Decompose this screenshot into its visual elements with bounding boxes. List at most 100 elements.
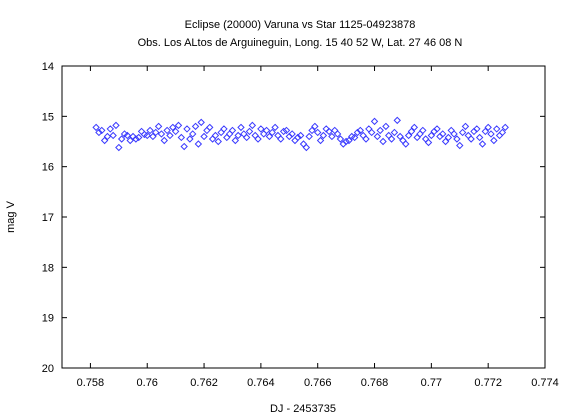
data-point [450, 130, 458, 138]
x-axis-label: DJ - 2453735 [270, 403, 336, 415]
data-point [92, 123, 100, 132]
data-point [112, 121, 120, 130]
data-point [248, 121, 257, 130]
data-point [183, 125, 191, 133]
data-point [404, 131, 413, 140]
x-tick-label: 0.762 [190, 377, 218, 389]
data-point [132, 135, 140, 143]
data-point [402, 140, 410, 148]
data-point [254, 135, 262, 143]
data-point [362, 135, 370, 143]
data-point [237, 123, 245, 132]
data-point [387, 135, 396, 143]
data-point [135, 133, 143, 142]
data-point [396, 132, 404, 141]
x-tick-label: 0.768 [361, 377, 389, 389]
data-point [342, 137, 350, 146]
data-point [464, 131, 472, 140]
data-point [262, 126, 271, 135]
data-point [137, 127, 146, 136]
x-tick-label: 0.758 [77, 377, 105, 389]
data-point [356, 126, 365, 135]
data-point [95, 128, 103, 137]
data-point [291, 136, 299, 145]
data-point [490, 136, 498, 145]
data-series [92, 116, 509, 152]
x-tick-label: 0.766 [304, 377, 332, 389]
data-point [413, 133, 421, 142]
data-point [373, 132, 382, 141]
data-point [313, 128, 322, 137]
x-tick-label: 0.77 [421, 377, 442, 389]
data-point [225, 130, 234, 138]
data-point [302, 143, 311, 152]
data-point [206, 123, 214, 132]
data-point [427, 131, 436, 140]
data-point [234, 131, 242, 140]
plot-frame [61, 65, 546, 369]
data-point [441, 137, 450, 146]
data-point [279, 127, 288, 136]
data-point [467, 135, 475, 143]
data-point [240, 130, 248, 138]
data-point [197, 118, 205, 127]
data-point [456, 141, 464, 150]
chart-title: Eclipse (20000) Varuna vs Star 1125-0492… [185, 19, 416, 31]
data-point [152, 128, 160, 137]
data-point [268, 128, 276, 137]
data-point [166, 131, 174, 140]
data-point [123, 131, 132, 140]
data-point [416, 130, 424, 138]
data-point [316, 136, 325, 145]
data-point [410, 123, 419, 132]
data-point [174, 121, 183, 130]
data-point [163, 126, 171, 135]
data-point [282, 126, 291, 135]
data-point [265, 132, 274, 141]
data-point [186, 135, 194, 143]
data-point [157, 130, 166, 138]
data-point [117, 135, 126, 143]
data-point [274, 131, 282, 140]
data-point [106, 125, 115, 133]
data-point [461, 122, 470, 131]
data-point [271, 123, 279, 132]
chart-subtitle: Obs. Los ALtos de Arguineguin, Long. 15 … [138, 37, 463, 49]
data-point [217, 128, 225, 137]
data-point [370, 117, 379, 126]
data-point [191, 122, 200, 131]
x-axis: 0.758 0.76 0.762 0.764 0.766 0.768 0.77 0.772 0.… [77, 66, 559, 389]
data-point [149, 132, 157, 141]
data-point [180, 142, 188, 151]
y-tick-label: 15 [42, 111, 54, 123]
data-point [419, 126, 427, 135]
data-point [353, 128, 362, 137]
data-point [487, 130, 495, 138]
data-point [393, 116, 401, 125]
data-point [146, 126, 154, 135]
data-point [228, 126, 237, 135]
data-point [115, 143, 123, 152]
y-axis-label: mag V [5, 200, 17, 232]
data-point [424, 138, 433, 147]
data-point [498, 128, 507, 137]
x-tick-label: 0.772 [474, 377, 502, 389]
data-point [439, 130, 447, 138]
data-point [390, 128, 399, 137]
data-point [211, 131, 220, 140]
data-point [194, 140, 203, 148]
data-point [277, 135, 285, 143]
data-point [453, 135, 461, 143]
data-point [109, 131, 117, 140]
y-tick-label: 16 [42, 162, 54, 174]
data-point [208, 135, 217, 143]
data-point [177, 133, 186, 142]
data-point [367, 128, 376, 137]
data-point [214, 137, 222, 146]
data-point [100, 136, 109, 145]
data-point [331, 126, 339, 135]
y-axis: 14 15 16 17 18 19 20 [42, 61, 545, 375]
y-tick-label: 18 [42, 262, 54, 274]
data-point [143, 131, 151, 140]
